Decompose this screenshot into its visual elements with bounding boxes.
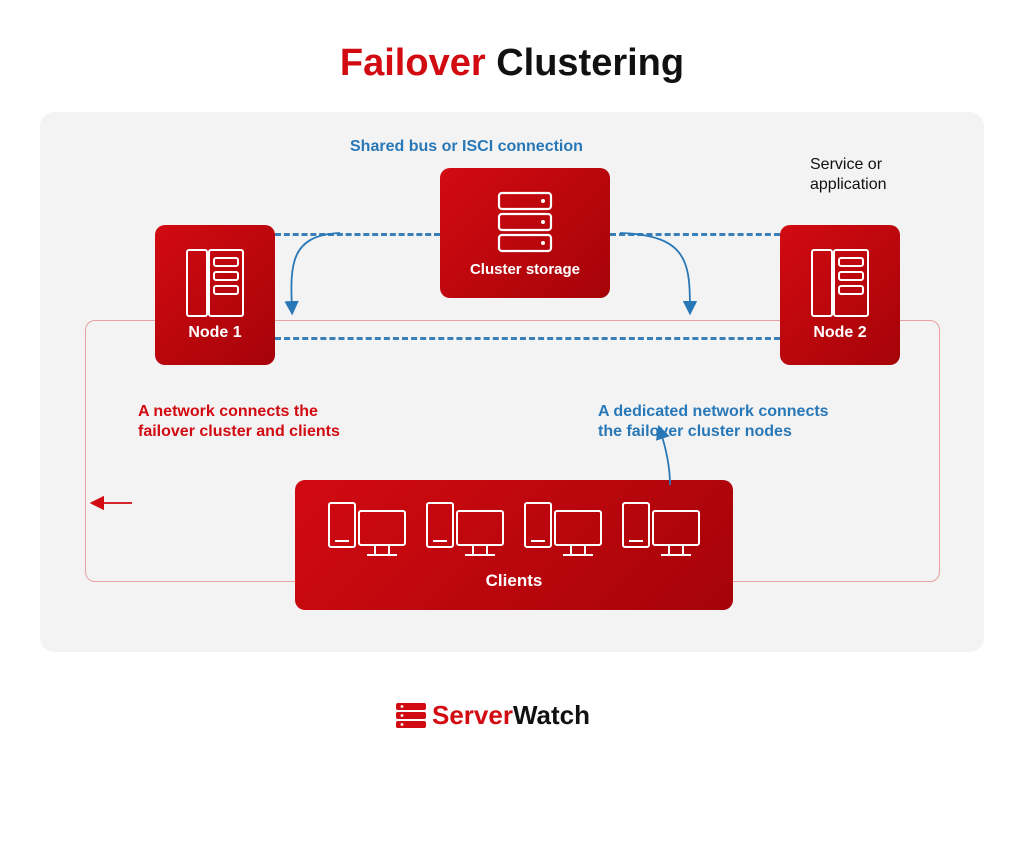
arrow-dedicated (660, 430, 670, 485)
title-part1: Failover (340, 42, 486, 84)
brand-logo: ServerWatch (396, 700, 590, 731)
title-part2: Clustering (496, 42, 684, 84)
brand-part2: Watch (513, 700, 590, 730)
arrows-layer (0, 85, 1024, 853)
brand-part1: Server (432, 700, 513, 730)
arrow-bus-left (291, 233, 340, 310)
arrow-bus-right (620, 233, 690, 310)
diagram-title: Failover Clustering (0, 0, 1024, 85)
brand-logo-icon (396, 703, 426, 729)
